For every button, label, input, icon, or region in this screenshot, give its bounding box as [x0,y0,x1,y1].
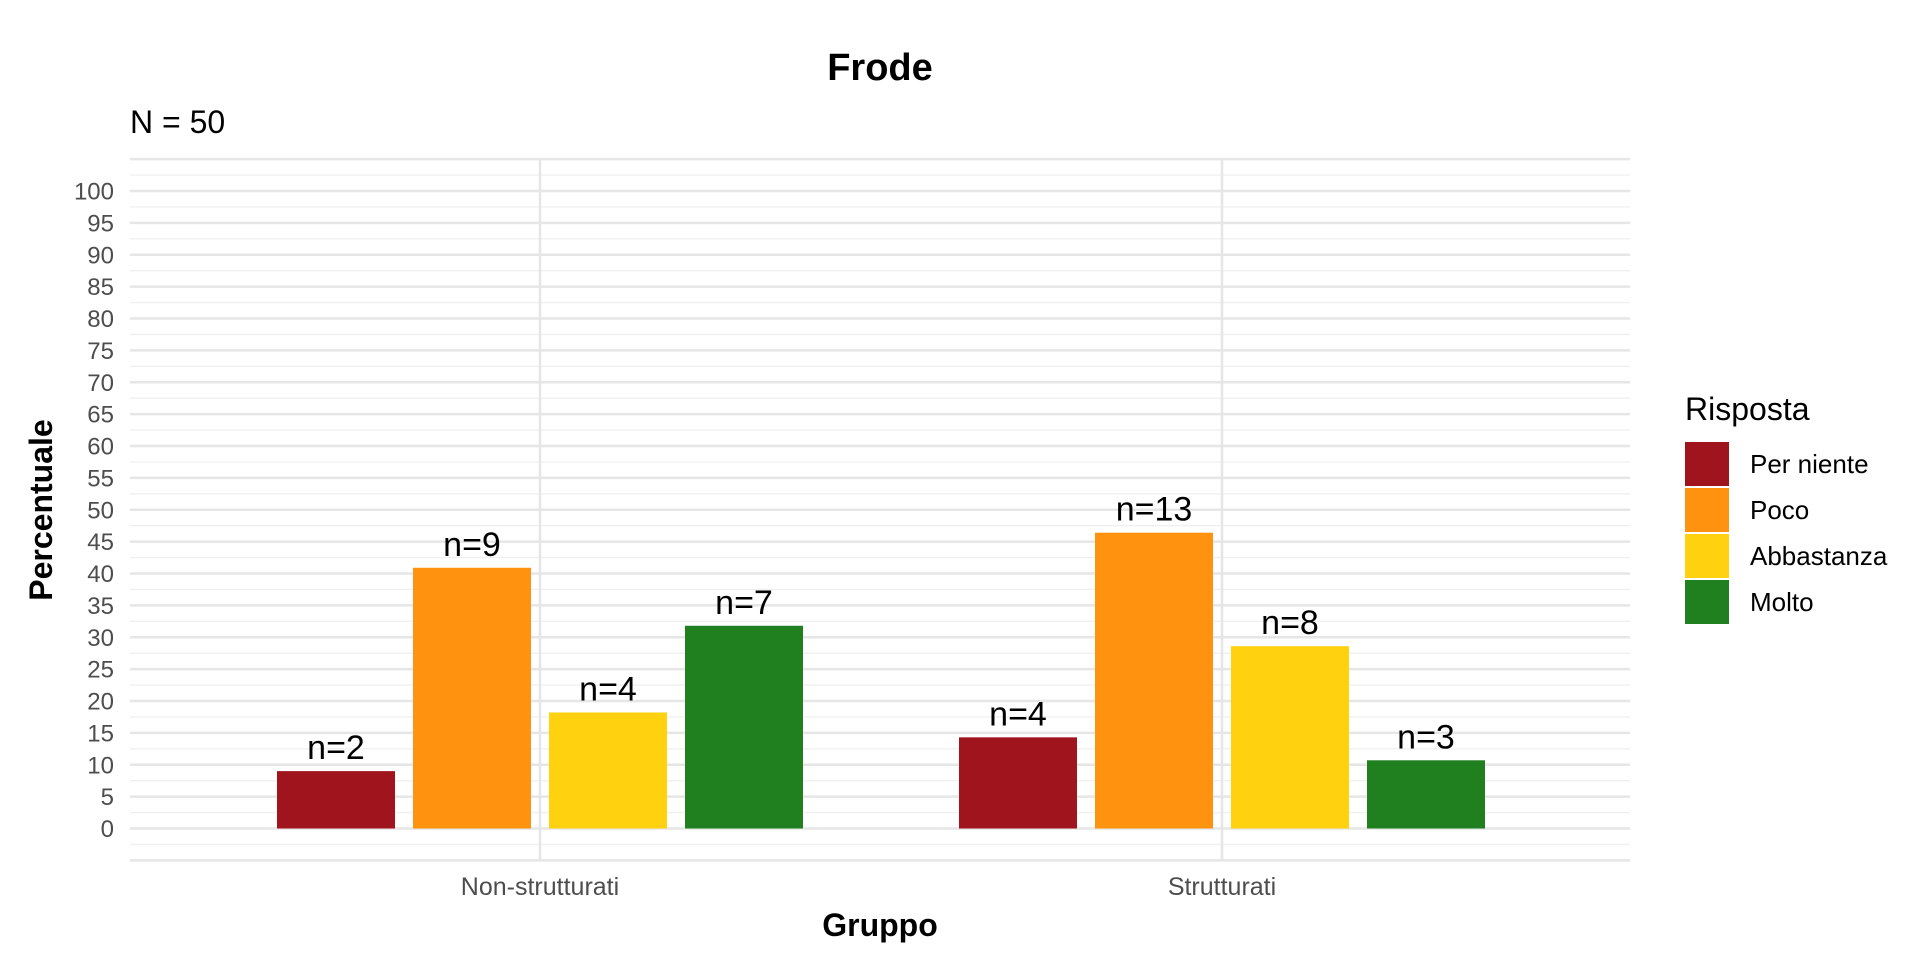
y-tick-label: 10 [87,752,114,779]
y-tick-label: 0 [101,816,114,843]
x-tick-label: Strutturati [1168,873,1276,901]
bar [685,625,803,829]
y-tick-label: 50 [87,497,114,524]
y-tick-label: 65 [87,402,114,429]
y-tick-label: 45 [87,529,114,556]
legend-label: Poco [1750,495,1809,525]
y-tick-label: 95 [87,210,114,237]
bar [1367,760,1485,829]
y-tick-label: 35 [87,593,114,620]
bar-labels: n=2 n=4 n=9 n=13 n=4 n=8 n=7 n=3 [307,491,1455,767]
bar-data-label: n=9 [443,526,501,564]
chart-subtitle: N = 50 [130,104,225,140]
bar-data-label: n=3 [1397,718,1455,756]
bar [959,737,1077,829]
legend-swatch [1685,442,1729,486]
bar [1231,646,1349,829]
y-axis-title: Percentuale [23,419,59,600]
legend-items: Per niente Poco Abbastanza Molto [1685,442,1888,624]
y-tick-label: 100 [74,179,114,206]
y-tick-label: 55 [87,465,114,492]
chart-title: Frode [827,47,933,89]
bar [277,771,395,829]
legend-label: Per niente [1750,449,1869,479]
legend-title: Risposta [1685,391,1810,427]
bar-data-label: n=7 [715,584,773,622]
bar [1095,532,1213,829]
bars [277,532,1485,829]
y-tick-label: 85 [87,274,114,301]
bar-data-label: n=4 [989,695,1047,733]
y-tick-label: 20 [87,689,114,716]
legend-swatch [1685,580,1729,624]
y-tick-label: 5 [101,784,114,811]
legend: Risposta Per niente Poco Abbastanza Molto [1685,391,1888,624]
y-tick-label: 40 [87,561,114,588]
legend-label: Molto [1750,587,1814,617]
bar-data-label: n=13 [1116,491,1193,529]
bar [549,712,667,829]
bar-data-label: n=8 [1261,604,1319,642]
y-tick-label: 80 [87,306,114,333]
y-tick-label: 75 [87,338,114,365]
bar [413,567,531,829]
legend-label: Abbastanza [1750,541,1888,571]
y-tick-label: 30 [87,625,114,652]
legend-swatch [1685,488,1729,532]
x-tick-label: Non-strutturati [461,873,619,901]
y-tick-label: 60 [87,434,114,461]
x-axis-title: Gruppo [822,907,938,943]
y-tick-label: 25 [87,657,114,684]
y-tick-label: 15 [87,720,114,747]
x-axis-ticks: Non-strutturati Strutturati [461,873,1276,901]
bar-data-label: n=4 [579,670,637,708]
bar-data-label: n=2 [307,729,365,767]
y-axis-ticks: 0 5 10 15 20 25 30 35 40 45 50 55 60 65 70 75 80 85 90 95 10… [74,179,114,844]
legend-swatch [1685,534,1729,578]
y-tick-label: 70 [87,370,114,397]
y-tick-label: 90 [87,242,114,269]
